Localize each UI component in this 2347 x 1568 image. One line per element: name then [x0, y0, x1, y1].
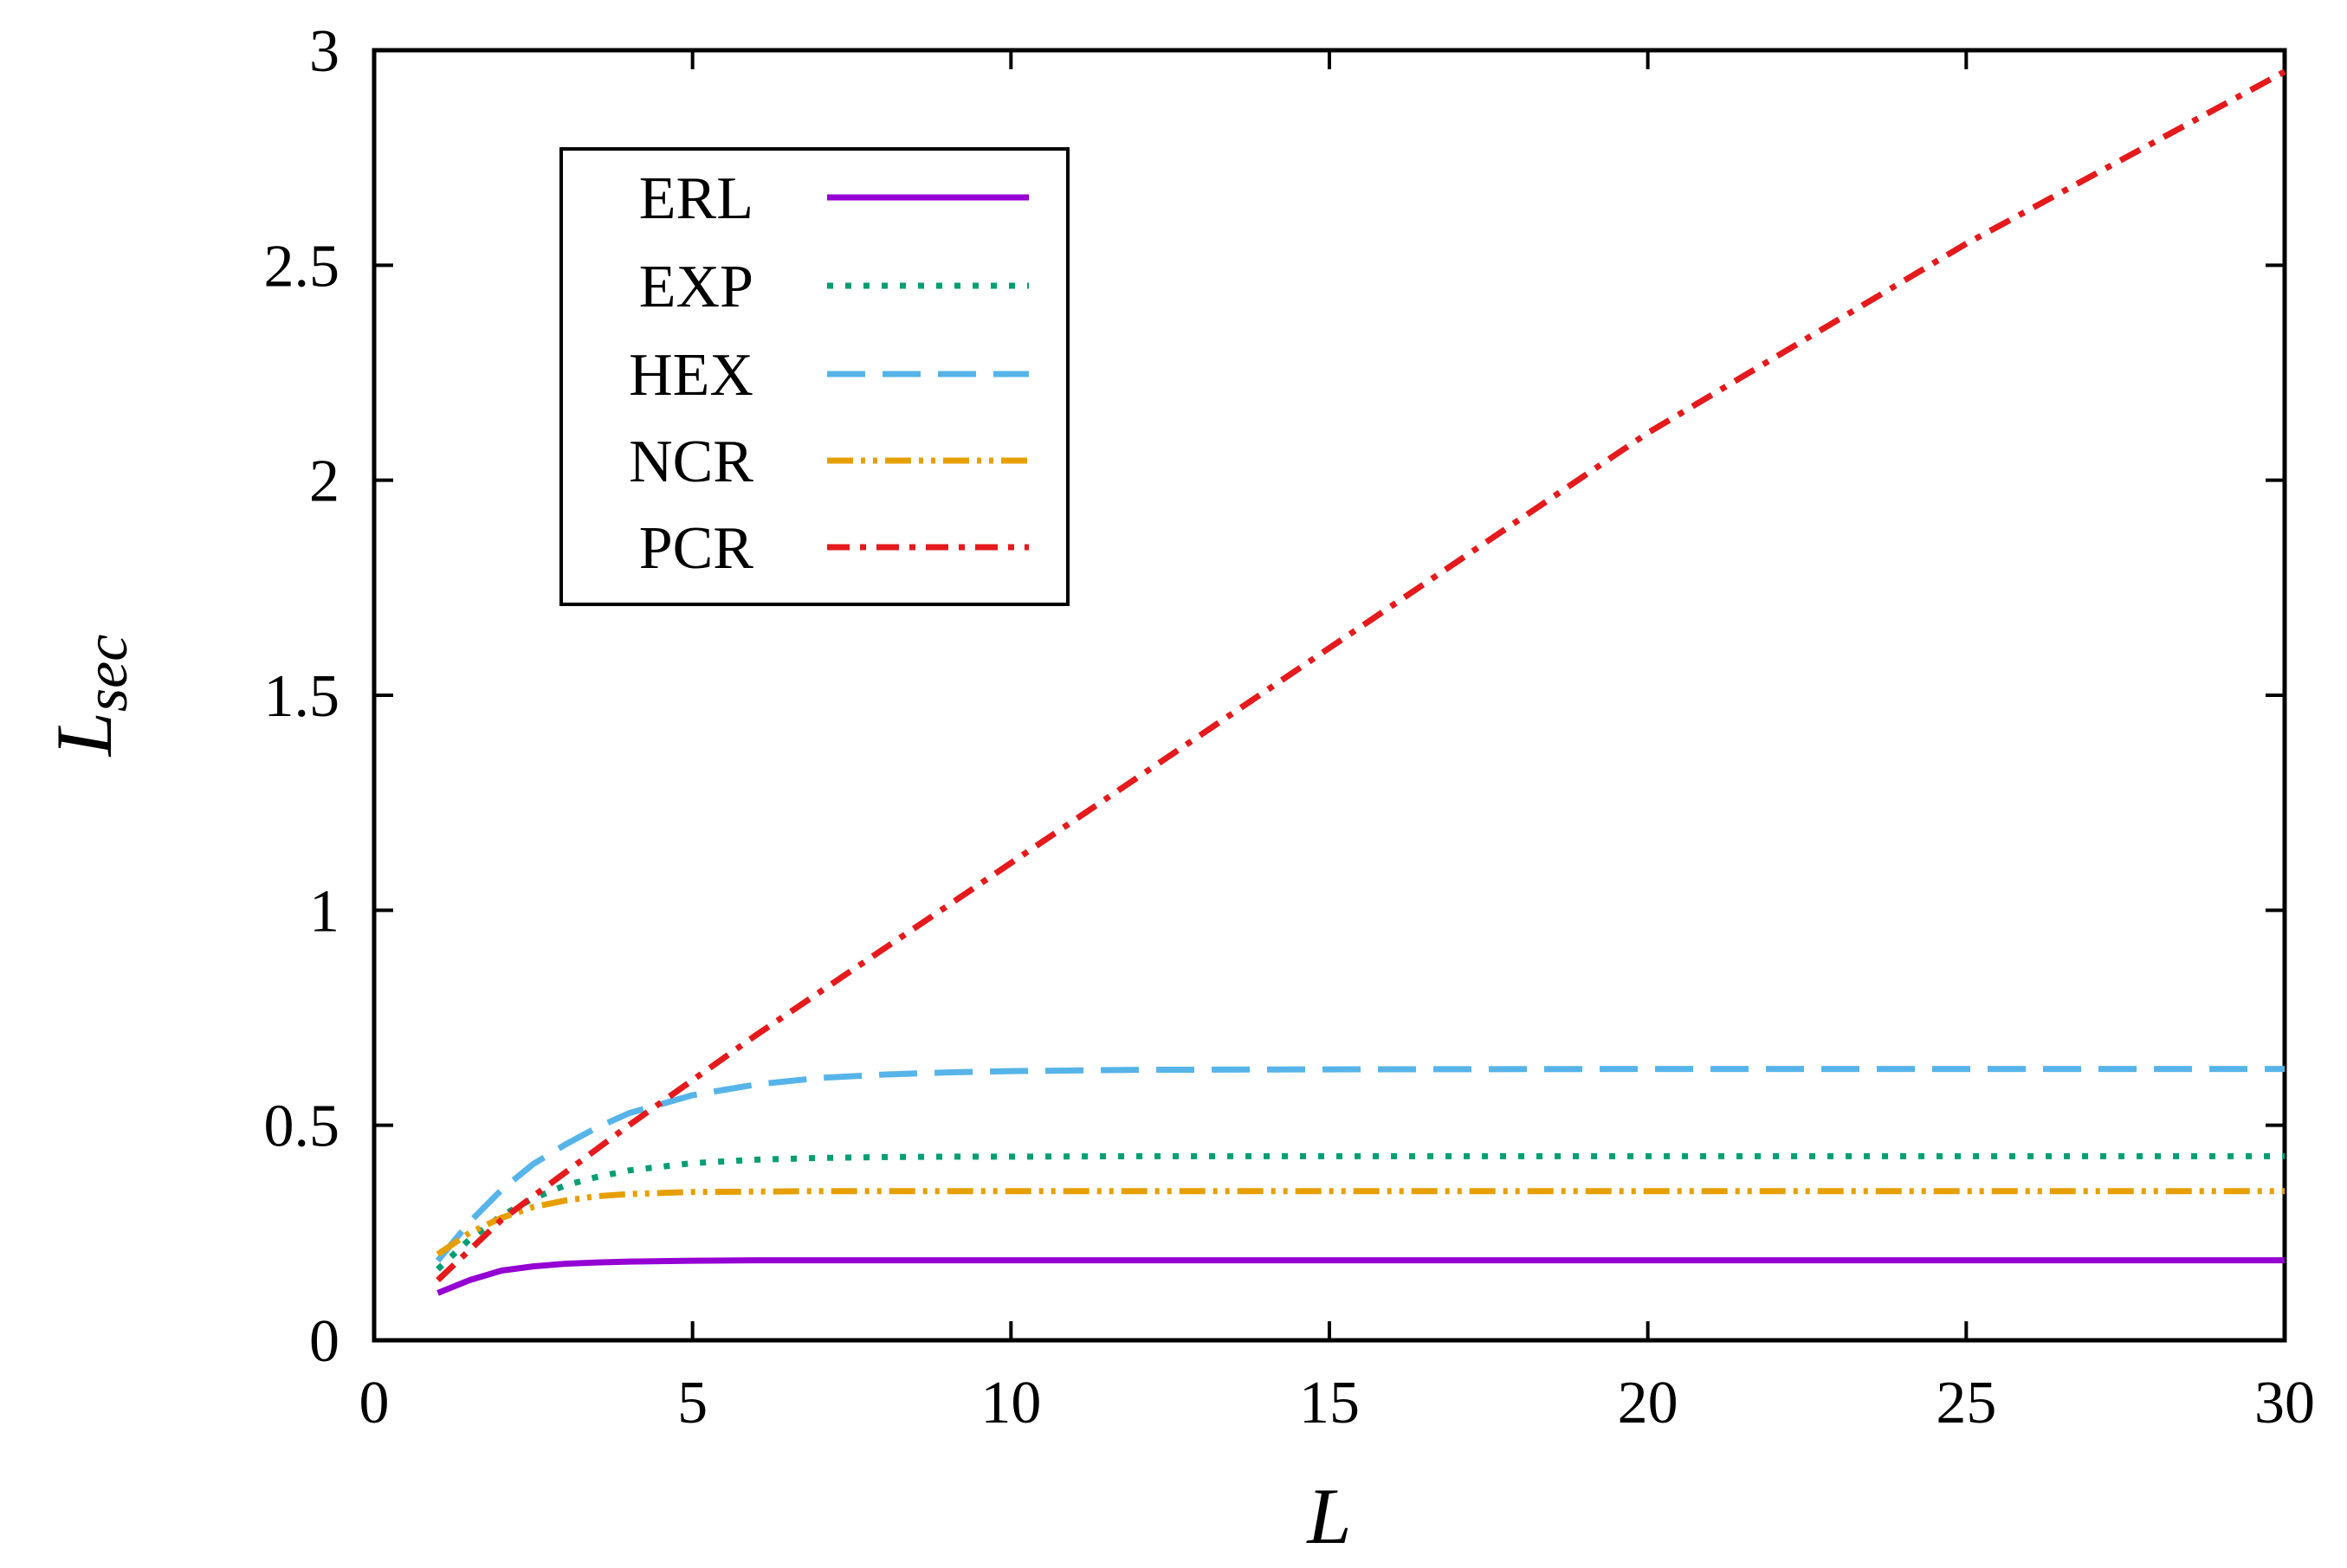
x-axis-title: L [1305, 1472, 1351, 1560]
x-tick-label: 15 [1299, 1370, 1360, 1436]
x-tick-label: 10 [980, 1370, 1041, 1436]
legend-label-ncr: NCR [629, 429, 753, 495]
legend: ERL EXP HEX NCR PCR [559, 147, 1070, 606]
y-tick-label: 1.5 [264, 663, 340, 730]
plot-area: 0 5 10 15 20 25 30 0 0.5 1 1.5 2 2.5 3 [264, 18, 2316, 1436]
y-tick-label: 2 [309, 448, 339, 515]
y-tick-label: 0.5 [264, 1094, 340, 1160]
x-tick-label: 25 [1936, 1370, 1996, 1436]
y-tick-label: 0 [309, 1308, 339, 1375]
y-axis-label: Lsec [40, 635, 140, 758]
y-tick-label: 1 [309, 878, 339, 945]
axis-ticks: 0 5 10 15 20 25 30 0 0.5 1 1.5 2 2.5 3 [264, 18, 2316, 1436]
x-tick-label: 0 [359, 1370, 390, 1436]
series-line-hex [435, 1066, 2285, 1263]
legend-box [559, 147, 1070, 606]
y-tick-label: 2.5 [264, 233, 340, 300]
series-line-erl [436, 1257, 2285, 1296]
y-axis-title: Lsec [40, 635, 140, 758]
x-tick-label: 30 [2254, 1370, 2315, 1436]
y-tick-label: 3 [309, 18, 339, 85]
x-tick-label: 20 [1618, 1370, 1678, 1436]
y-axis-label-subscript: sec [74, 635, 140, 712]
series-line-pcr [436, 68, 2286, 1283]
y-axis-label-base: L [40, 712, 128, 758]
x-tick-label: 5 [677, 1370, 708, 1436]
series-layer [435, 68, 2286, 1296]
series-line-exp [436, 1152, 2285, 1272]
legend-label-erl: ERL [639, 165, 753, 232]
legend-label-exp: EXP [639, 254, 753, 320]
x-axis-label: L [1305, 1472, 1351, 1560]
series-line-ncr [436, 1188, 2285, 1257]
legend-label-hex: HEX [629, 342, 753, 409]
legend-label-pcr: PCR [639, 515, 754, 582]
